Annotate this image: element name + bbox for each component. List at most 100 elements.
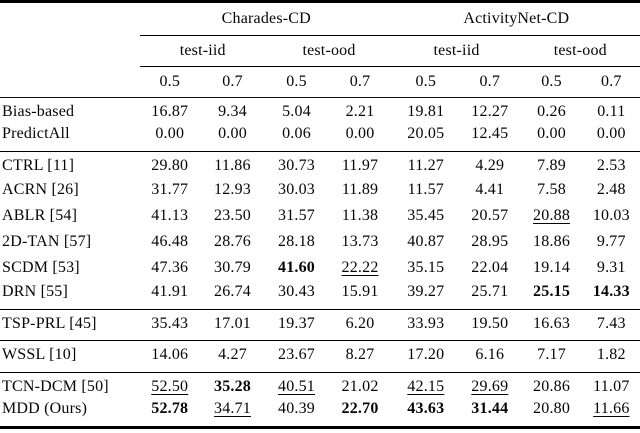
table-header: Charades-CD ActivityNet-CD test-iid test… — [0, 1, 640, 98]
row-group-2: TSP-PRL [45] 35.43 17.01 19.37 6.20 33.93 19.5… — [0, 308, 640, 341]
metric-cell: 16.87 — [151, 103, 189, 121]
iou-threshold-header: 0.5 — [520, 66, 583, 98]
row-group-4: TCN-DCM [50] 52.50 35.28 40.51 21.02 42.15 29.… — [0, 372, 640, 428]
metric-cell: 31.44 — [471, 400, 509, 418]
corner-cell — [0, 66, 140, 98]
table-row: PredictAll 0.00 0.00 0.06 0.00 20.05 12.45 0.00… — [0, 124, 640, 152]
method-label: MDD (Ours) — [2, 400, 88, 418]
metric-cell: 29.80 — [140, 150, 200, 178]
metric-cell: 19.81 — [407, 103, 445, 121]
row-group-1: CTRL [11] 29.80 11.86 30.73 11.97 11.27 4.29 7.… — [0, 150, 640, 309]
corner-cell — [0, 36, 140, 67]
metric-cell: 20.80 — [533, 400, 571, 418]
metric-cell: 2.48 — [596, 181, 626, 199]
metric-cell: 0.00 — [537, 125, 566, 143]
metric-cell: 11.07 — [582, 372, 640, 399]
row-group-3: WSSL [10] 14.06 4.27 23.67 8.27 17.20 6.16 7.17… — [0, 340, 640, 373]
method-label: TSP-PRL [45] — [0, 308, 140, 341]
metric-cell: 30.79 — [214, 259, 251, 277]
split-header-row: test-iid test-ood test-iid test-ood — [0, 35, 640, 67]
table-row: ABLR [54] 41.13 23.50 31.57 11.38 35.45 20.57 2… — [0, 203, 640, 229]
metric-cell: 11.97 — [327, 150, 393, 178]
metric-cell: 11.57 — [407, 181, 444, 199]
metric-cell: 9.77 — [596, 233, 626, 251]
metric-cell: 11.66 — [593, 400, 630, 418]
metric-cell: 25.15 — [533, 283, 571, 301]
iou-threshold-header: 0.5 — [265, 66, 328, 98]
metric-cell: 35.28 — [199, 372, 266, 399]
method-label: CTRL [11] — [0, 150, 140, 178]
metric-cell: 11.38 — [341, 207, 379, 225]
metric-cell: 14.06 — [140, 340, 200, 373]
metric-cell: 7.89 — [520, 150, 583, 178]
metric-cell: 7.17 — [520, 340, 583, 373]
metric-cell: 35.15 — [407, 259, 445, 277]
dataset-group-header-activitynet: ActivityNet-CD — [392, 1, 640, 36]
metric-cell: 28.76 — [214, 233, 251, 251]
table-row: Bias-based 16.87 9.34 5.04 2.21 19.81 12.27 0.2… — [0, 98, 640, 124]
table-row: TCN-DCM [50] 52.50 35.28 40.51 21.02 42.15 29.… — [0, 372, 640, 399]
metric-cell: 18.86 — [533, 233, 571, 251]
metric-cell: 0.11 — [597, 103, 626, 121]
metric-cell: 33.93 — [392, 308, 460, 341]
split-header-test-ood: test-ood — [520, 35, 640, 67]
metric-cell: 20.86 — [520, 372, 583, 399]
metric-cell: 52.78 — [151, 400, 189, 418]
metric-cell: 46.48 — [151, 233, 189, 251]
metric-cell: 31.57 — [278, 207, 315, 225]
metric-cell: 12.27 — [471, 103, 509, 121]
table-row: MDD (Ours) 52.78 34.71 40.39 22.70 43.63 31.44… — [0, 399, 640, 428]
iou-threshold-header: 0.5 — [392, 66, 460, 98]
metric-cell: 31.77 — [151, 181, 189, 199]
metric-cell: 40.51 — [265, 372, 328, 399]
metric-cell: 39.27 — [407, 283, 445, 301]
metric-cell: 19.14 — [533, 259, 571, 277]
method-label: PredictAll — [2, 125, 70, 143]
metric-cell: 8.27 — [327, 340, 393, 373]
row-group-0: Bias-based 16.87 9.34 5.04 2.21 19.81 12.27 0.2… — [0, 98, 640, 152]
metric-cell: 0.00 — [155, 125, 185, 143]
metric-cell: 40.39 — [278, 400, 315, 418]
metric-cell: 11.89 — [341, 181, 379, 199]
metric-cell: 22.04 — [471, 259, 509, 277]
metric-cell: 16.63 — [520, 308, 583, 341]
metric-cell: 0.06 — [282, 125, 311, 143]
metric-cell: 5.04 — [282, 103, 311, 121]
metric-cell: 20.05 — [407, 125, 445, 143]
method-label: TCN-DCM [50] — [0, 372, 140, 399]
metric-cell: 29.69 — [459, 372, 521, 399]
metric-cell: 20.88 — [533, 207, 571, 225]
metric-cell: 30.43 — [278, 283, 315, 301]
corner-cell — [0, 2, 140, 36]
split-header-test-ood: test-ood — [265, 35, 393, 67]
split-header-test-iid: test-iid — [392, 35, 521, 67]
metric-cell: 6.16 — [459, 340, 521, 373]
metric-cell: 28.95 — [471, 233, 509, 251]
metric-cell: 30.73 — [265, 150, 328, 178]
metric-cell: 0.00 — [218, 125, 247, 143]
metric-cell: 15.91 — [341, 283, 379, 301]
method-label: WSSL [10] — [0, 340, 140, 373]
metric-cell: 41.13 — [151, 207, 189, 225]
method-label: SCDM [53] — [2, 259, 80, 277]
dataset-header-row: Charades-CD ActivityNet-CD — [0, 1, 640, 36]
metric-cell: 42.15 — [392, 372, 460, 399]
metric-cell: 19.37 — [265, 308, 328, 341]
metric-cell: 43.63 — [407, 400, 445, 418]
iou-threshold-row: 0.5 0.7 0.5 0.7 0.5 0.7 0.5 0.7 — [0, 66, 640, 98]
table-row: CTRL [11] 29.80 11.86 30.73 11.97 11.27 4.29 7.… — [0, 150, 640, 178]
iou-threshold-header: 0.5 — [140, 66, 200, 98]
metric-cell: 23.50 — [214, 207, 251, 225]
metric-cell: 14.33 — [592, 283, 630, 301]
metric-cell: 52.50 — [140, 372, 200, 399]
metric-cell: 0.00 — [596, 125, 626, 143]
metric-cell: 28.18 — [278, 233, 315, 251]
metric-cell: 23.67 — [265, 340, 328, 373]
table-row: TSP-PRL [45] 35.43 17.01 19.37 6.20 33.93 19.5… — [0, 308, 640, 341]
table-row: DRN [55] 41.91 26.74 30.43 15.91 39.27 25.71 25… — [0, 281, 640, 309]
metric-cell: 19.50 — [459, 308, 521, 341]
metric-cell: 20.57 — [471, 207, 509, 225]
table-row: WSSL [10] 14.06 4.27 23.67 8.27 17.20 6.16 7.17… — [0, 340, 640, 373]
